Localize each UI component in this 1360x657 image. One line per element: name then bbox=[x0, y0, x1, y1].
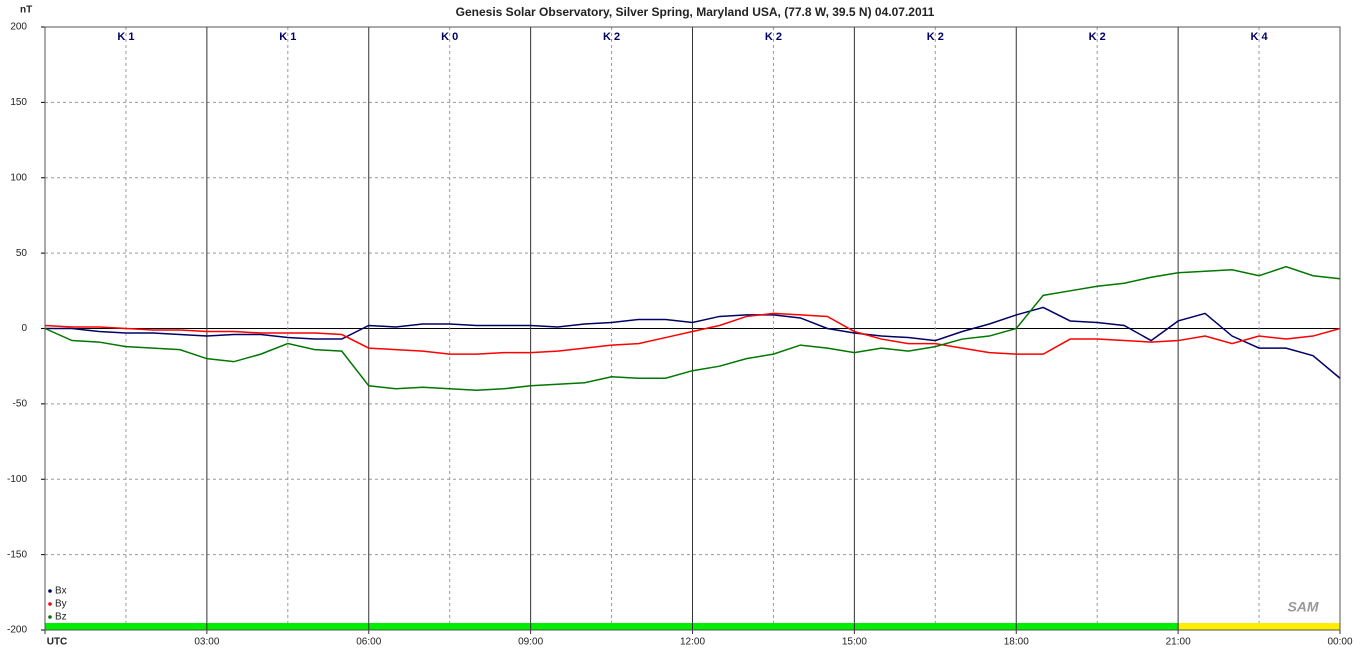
k-label: K 1 bbox=[117, 31, 134, 43]
k-bar bbox=[368, 623, 531, 630]
x-tick-label: 06:00 bbox=[356, 637, 381, 648]
y-tick-label: 0 bbox=[21, 323, 27, 334]
k-label: K 1 bbox=[279, 31, 296, 43]
k-bar bbox=[530, 623, 693, 630]
series-line bbox=[44, 265, 1341, 392]
series-line bbox=[44, 312, 1341, 355]
y-axis-label: nT bbox=[20, 5, 32, 16]
chart-title: Genesis Solar Observatory, Silver Spring… bbox=[456, 5, 935, 19]
x-tick-label: 21:00 bbox=[1166, 637, 1191, 648]
legend-label: Bx bbox=[55, 586, 67, 597]
legend-marker bbox=[48, 589, 52, 593]
k-bar bbox=[1016, 623, 1179, 630]
y-tick-label: 150 bbox=[10, 97, 27, 108]
k-bar bbox=[206, 623, 369, 630]
k-label: K 4 bbox=[1251, 31, 1269, 43]
k-bar bbox=[692, 623, 855, 630]
k-label: K 2 bbox=[603, 31, 620, 43]
x-tick-label: 12:00 bbox=[680, 637, 705, 648]
x-tick-label: 15:00 bbox=[842, 637, 867, 648]
legend-label: Bz bbox=[55, 612, 67, 623]
logo: SAM bbox=[1287, 599, 1318, 615]
x-tick-label: 18:00 bbox=[1004, 637, 1029, 648]
k-bar bbox=[1178, 623, 1340, 630]
legend-marker bbox=[48, 615, 52, 619]
x-tick-label: 09:00 bbox=[518, 637, 543, 648]
y-tick-label: -200 bbox=[7, 625, 27, 636]
k-label: K 2 bbox=[927, 31, 944, 43]
legend-label: By bbox=[55, 599, 67, 610]
k-label: K 2 bbox=[1089, 31, 1106, 43]
k-bar bbox=[45, 623, 207, 630]
x-tick-label: UTC bbox=[47, 637, 68, 648]
legend-marker bbox=[48, 602, 52, 606]
y-tick-label: 200 bbox=[10, 22, 27, 33]
y-tick-label: -150 bbox=[7, 549, 27, 560]
y-tick-label: -50 bbox=[13, 399, 28, 410]
k-label: K 2 bbox=[765, 31, 782, 43]
k-label: K 0 bbox=[441, 31, 458, 43]
k-bar bbox=[854, 623, 1017, 630]
x-tick-label: 00:00 bbox=[1327, 637, 1352, 648]
x-tick-label: 03:00 bbox=[194, 637, 219, 648]
series-line bbox=[45, 306, 1341, 379]
y-tick-label: 50 bbox=[16, 248, 28, 259]
y-tick-label: 100 bbox=[10, 172, 27, 183]
y-tick-label: -100 bbox=[7, 474, 27, 485]
